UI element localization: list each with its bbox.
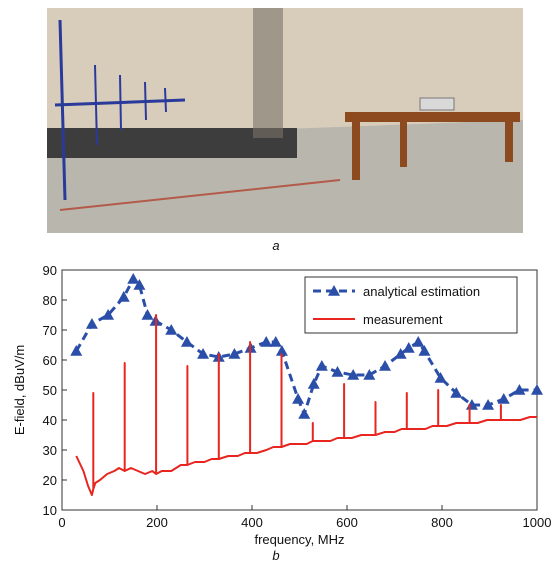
data-point	[102, 309, 115, 320]
legend-label: analytical estimation	[363, 284, 480, 299]
data-point	[450, 387, 463, 398]
x-tick-label: 1000	[523, 515, 552, 530]
y-tick-label: 50	[43, 383, 57, 398]
data-point	[127, 273, 140, 284]
photo-antenna-element	[94, 64, 98, 146]
photo-corner	[253, 8, 283, 138]
photo-antenna-element	[119, 74, 122, 131]
y-tick-label: 20	[43, 473, 57, 488]
data-point	[165, 324, 178, 335]
data-point	[269, 336, 282, 347]
photo-table-top	[345, 112, 520, 122]
photo-antenna-element	[144, 81, 147, 121]
y-tick-label: 30	[43, 443, 57, 458]
legend-marker	[328, 285, 340, 296]
data-point	[531, 384, 543, 395]
data-point	[197, 348, 210, 359]
data-point	[412, 336, 425, 347]
y-tick-label: 90	[43, 263, 57, 278]
legend-box	[304, 276, 518, 334]
data-point	[363, 369, 376, 380]
data-point	[513, 384, 526, 395]
y-tick-label: 80	[43, 293, 57, 308]
photo-device	[419, 97, 455, 111]
data-point	[70, 345, 83, 356]
data-point	[275, 345, 288, 356]
data-point	[180, 336, 193, 347]
data-point	[298, 408, 311, 419]
data-point	[133, 279, 146, 290]
y-axis-label: E-field, dBuV/m	[12, 345, 27, 435]
y-tick-label: 70	[43, 323, 57, 338]
data-point	[307, 378, 320, 389]
data-point	[482, 399, 495, 410]
series-line	[75, 314, 537, 496]
x-axis-label: frequency, MHz	[254, 532, 344, 547]
x-tick-label: 200	[146, 515, 168, 530]
data-point	[228, 348, 241, 359]
data-point	[379, 360, 391, 371]
photo	[47, 8, 523, 233]
data-point	[434, 372, 447, 383]
caption-b: b	[272, 548, 279, 563]
photo-table-leg	[352, 122, 360, 180]
caption-a: a	[272, 238, 279, 253]
data-point	[497, 393, 510, 404]
legend-label: measurement	[363, 312, 443, 327]
y-tick-label: 40	[43, 413, 57, 428]
data-point	[394, 348, 407, 359]
data-point	[418, 345, 431, 356]
y-tick-label: 60	[43, 353, 57, 368]
data-point	[402, 342, 415, 353]
data-point	[260, 336, 273, 347]
y-tick-label: 10	[43, 503, 57, 518]
x-tick-label: 0	[58, 515, 65, 530]
data-point	[85, 318, 98, 329]
data-point	[117, 291, 130, 302]
x-tick-label: 400	[241, 515, 263, 530]
photo-table-leg	[505, 122, 513, 162]
data-point	[141, 309, 154, 320]
photo-antenna-element	[58, 19, 67, 201]
x-tick-label: 600	[336, 515, 358, 530]
data-point	[347, 369, 360, 380]
data-point	[331, 366, 344, 377]
photo-floor-line	[59, 179, 341, 211]
photo-antenna-element	[164, 87, 167, 113]
data-point	[315, 360, 328, 371]
photo-table-leg	[400, 122, 407, 167]
data-point	[292, 393, 305, 404]
x-tick-label: 800	[431, 515, 453, 530]
